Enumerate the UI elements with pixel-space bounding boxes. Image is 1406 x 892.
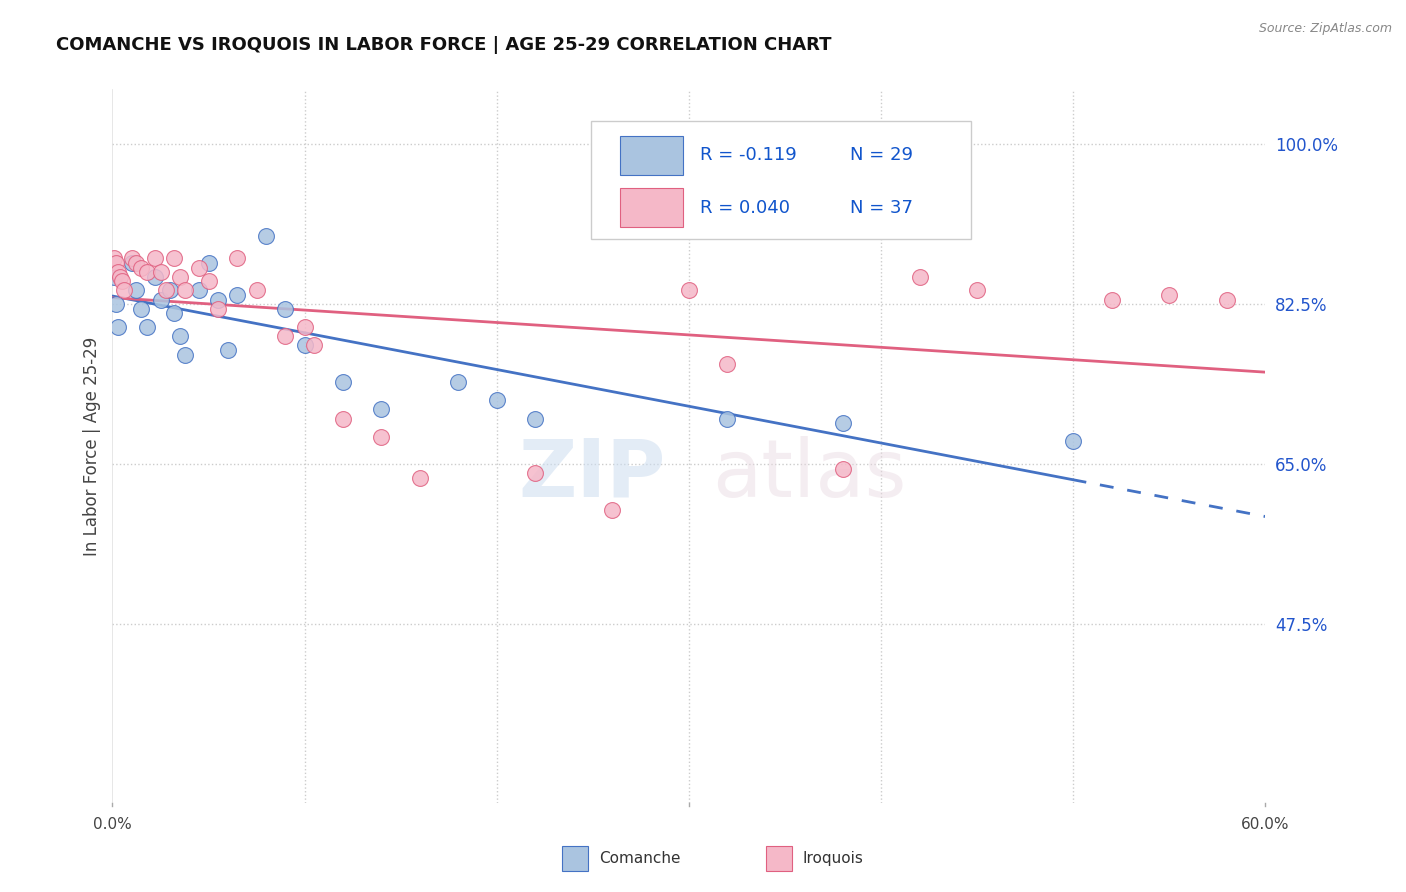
Point	[274, 329, 297, 343]
Text: COMANCHE VS IROQUOIS IN LABOR FORCE | AGE 25-29 CORRELATION CHART: COMANCHE VS IROQUOIS IN LABOR FORCE | AG…	[56, 36, 832, 54]
Point	[447, 375, 470, 389]
Point	[174, 284, 197, 298]
Point	[226, 288, 249, 302]
Bar	[562, 846, 588, 871]
Point	[831, 462, 853, 476]
Point	[226, 252, 249, 266]
Point	[159, 284, 181, 298]
Text: 60.0%: 60.0%	[1241, 816, 1289, 831]
Point	[108, 269, 131, 284]
Point	[245, 284, 267, 298]
Point	[155, 284, 177, 298]
Point	[1101, 293, 1123, 307]
Point	[105, 256, 128, 270]
Point	[143, 252, 166, 266]
Point	[187, 284, 211, 298]
Point	[485, 393, 508, 408]
Point	[678, 284, 700, 298]
Point	[174, 347, 197, 361]
Text: atlas: atlas	[711, 435, 907, 514]
Point	[129, 260, 153, 275]
Point	[111, 274, 134, 288]
Text: 0.0%: 0.0%	[93, 816, 132, 831]
Point	[966, 284, 988, 298]
Point	[169, 329, 191, 343]
Point	[136, 265, 159, 279]
Point	[121, 252, 143, 266]
Bar	[620, 136, 683, 175]
Y-axis label: In Labor Force | Age 25-29: In Labor Force | Age 25-29	[83, 336, 101, 556]
Point	[207, 301, 229, 316]
Point	[1159, 288, 1181, 302]
Point	[332, 375, 354, 389]
Point	[1062, 434, 1084, 449]
Point	[107, 320, 129, 334]
Point	[370, 430, 392, 444]
Point	[163, 306, 186, 320]
Point	[149, 265, 172, 279]
Point	[103, 252, 125, 266]
Point	[908, 269, 931, 284]
Point	[149, 293, 172, 307]
Point	[105, 297, 128, 311]
Point	[207, 293, 229, 307]
Point	[370, 402, 392, 417]
Point	[409, 471, 432, 485]
Point	[121, 256, 143, 270]
Point	[332, 411, 354, 425]
Bar	[766, 846, 792, 871]
Point	[716, 411, 738, 425]
Text: Comanche: Comanche	[599, 851, 681, 865]
Point	[524, 411, 547, 425]
Text: R = 0.040: R = 0.040	[700, 199, 790, 217]
Text: Iroquois: Iroquois	[803, 851, 863, 865]
Text: N = 37: N = 37	[851, 199, 914, 217]
Point	[600, 503, 623, 517]
Text: R = -0.119: R = -0.119	[700, 146, 797, 164]
Point	[107, 265, 129, 279]
Point	[294, 320, 316, 334]
Text: ZIP: ZIP	[519, 435, 666, 514]
Point	[1216, 293, 1239, 307]
Point	[136, 320, 159, 334]
Point	[187, 260, 211, 275]
Point	[124, 284, 146, 298]
Point	[294, 338, 316, 352]
Point	[103, 269, 125, 284]
Text: Source: ZipAtlas.com: Source: ZipAtlas.com	[1258, 22, 1392, 36]
Bar	[620, 188, 683, 227]
Point	[169, 269, 191, 284]
Point	[524, 467, 547, 481]
Point	[217, 343, 239, 357]
Text: N = 29: N = 29	[851, 146, 914, 164]
Point	[124, 256, 146, 270]
Point	[274, 301, 297, 316]
Point	[143, 269, 166, 284]
Point	[129, 301, 153, 316]
Point	[831, 416, 853, 430]
Point	[716, 357, 738, 371]
Point	[197, 256, 219, 270]
FancyBboxPatch shape	[591, 121, 972, 239]
Point	[163, 252, 186, 266]
Point	[304, 338, 326, 352]
Point	[254, 228, 277, 243]
Point	[197, 274, 219, 288]
Point	[112, 284, 135, 298]
